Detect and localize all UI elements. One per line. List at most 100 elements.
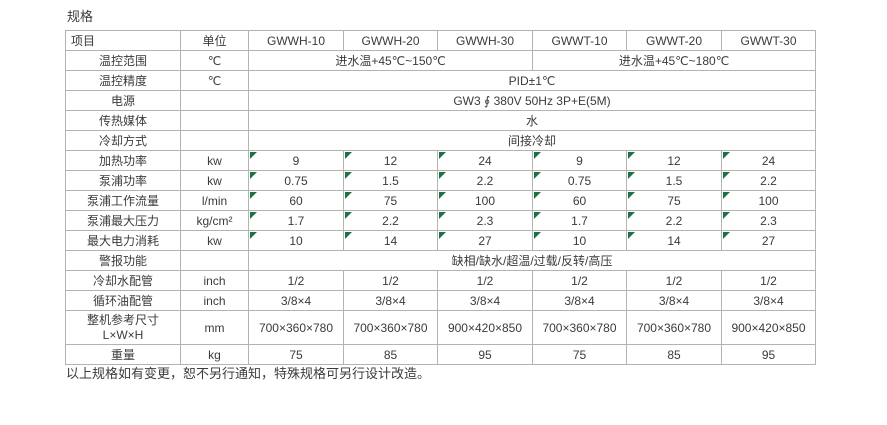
unit-cell [180, 110, 249, 131]
table-row: 循环油配管 inch 3/8×4 3/8×4 3/8×4 3/8×4 3/8×4 3/8×4 [65, 290, 816, 311]
row-label: 加热功率 [65, 150, 181, 171]
value-cell: 24 [721, 150, 816, 171]
value-cell: 95 [721, 344, 816, 365]
table-body: 温控范围 ℃ 进水温+45℃~150℃ 进水温+45℃~180℃ 温控精度 ℃ PID±1℃… [65, 50, 816, 365]
cell-comment-flag-icon [534, 192, 541, 199]
value-cell: 2.2 [343, 210, 438, 231]
value-cell: 1/2 [532, 270, 627, 291]
value-cell: 60 [248, 190, 344, 211]
column-header-model: GWWT-20 [626, 30, 722, 51]
value-cell: 900×420×850 [437, 310, 533, 345]
row-label: 冷却方式 [65, 130, 181, 151]
merged-value-cell: 进水温+45℃~150℃ [248, 50, 533, 71]
value-cell: 95 [437, 344, 533, 365]
row-label: 传热媒体 [65, 110, 181, 131]
value-cell: 1/2 [721, 270, 816, 291]
value-cell: 14 [343, 230, 438, 251]
table-row: 重量 kg 75 85 95 75 85 95 [65, 344, 816, 365]
unit-cell: inch [180, 270, 249, 291]
unit-cell: kw [180, 150, 249, 171]
unit-cell: kw [180, 230, 249, 251]
value-cell: 700×360×780 [532, 310, 627, 345]
header-row: 项目 单位 GWWH-10 GWWH-20 GWWH-30 GWWT-10 GWWT-20 G… [65, 30, 816, 51]
unit-cell [180, 130, 249, 151]
table-row: 温控精度 ℃ PID±1℃ [65, 70, 816, 91]
column-header-model: GWWT-30 [721, 30, 816, 51]
value-cell: 700×360×780 [343, 310, 438, 345]
value-cell: 27 [721, 230, 816, 251]
column-header-model: GWWH-30 [437, 30, 533, 51]
cell-comment-flag-icon [250, 152, 257, 159]
value-cell: 0.75 [532, 170, 627, 191]
unit-cell: kg [180, 344, 249, 365]
value-cell: 85 [626, 344, 722, 365]
cell-comment-flag-icon [345, 232, 352, 239]
unit-cell: mm [180, 310, 249, 345]
value-cell: 75 [248, 344, 344, 365]
value-cell: 1.5 [626, 170, 722, 191]
cell-comment-flag-icon [439, 192, 446, 199]
value-cell: 2.2 [721, 170, 816, 191]
row-label: 循环油配管 [65, 290, 181, 311]
row-label: 冷却水配管 [65, 270, 181, 291]
cell-comment-flag-icon [439, 172, 446, 179]
unit-cell: inch [180, 290, 249, 311]
cell-comment-flag-icon [345, 172, 352, 179]
row-label: 泵浦功率 [65, 170, 181, 191]
value-cell: 9 [532, 150, 627, 171]
merged-value-cell: 进水温+45℃~180℃ [532, 50, 816, 71]
value-cell: 10 [532, 230, 627, 251]
merged-value-cell: 水 [248, 110, 816, 131]
cell-comment-flag-icon [534, 172, 541, 179]
table-row: 整机参考尺寸 L×W×H mm 700×360×780 700×360×780 900×4… [65, 310, 816, 345]
value-cell: 1/2 [437, 270, 533, 291]
cell-comment-flag-icon [250, 212, 257, 219]
row-label: 警报功能 [65, 250, 181, 271]
value-cell: 2.3 [721, 210, 816, 231]
cell-comment-flag-icon [250, 192, 257, 199]
footer-note: 以上规格如有变更，恕不另行通知，特殊规格可另行设计改造。 [66, 366, 431, 381]
cell-comment-flag-icon [439, 232, 446, 239]
unit-cell: l/min [180, 190, 249, 211]
table-row: 电源 GW3 ∮ 380V 50Hz 3P+E(5M) [65, 90, 816, 111]
table-row: 冷却水配管 inch 1/2 1/2 1/2 1/2 1/2 1/2 [65, 270, 816, 291]
merged-value-cell: 间接冷却 [248, 130, 816, 151]
value-cell: 2.2 [626, 210, 722, 231]
table-row: 泵浦工作流量 l/min 60 75 100 60 75 100 [65, 190, 816, 211]
merged-value-cell: PID±1℃ [248, 70, 816, 91]
column-header-model: GWWH-20 [343, 30, 438, 51]
row-label: 重量 [65, 344, 181, 365]
row-label: 温控范围 [65, 50, 181, 71]
value-cell: 12 [343, 150, 438, 171]
row-label: 泵浦工作流量 [65, 190, 181, 211]
table-row: 最大电力消耗 kw 10 14 27 10 14 27 [65, 230, 816, 251]
row-label-line2: L×W×H [102, 327, 144, 342]
table-row: 温控范围 ℃ 进水温+45℃~150℃ 进水温+45℃~180℃ [65, 50, 816, 71]
table-row: 警报功能 缺相/缺水/超温/过载/反转/高压 [65, 250, 816, 271]
cell-comment-flag-icon [628, 152, 635, 159]
column-header-item: 项目 [65, 30, 181, 51]
value-cell: 75 [626, 190, 722, 211]
value-cell: 1.7 [248, 210, 344, 231]
table-row: 冷却方式 间接冷却 [65, 130, 816, 151]
row-label: 温控精度 [65, 70, 181, 91]
table-row: 加热功率 kw 9 12 24 9 12 24 [65, 150, 816, 171]
value-cell: 100 [437, 190, 533, 211]
cell-comment-flag-icon [723, 192, 730, 199]
row-label: 电源 [65, 90, 181, 111]
cell-comment-flag-icon [723, 212, 730, 219]
cell-comment-flag-icon [250, 172, 257, 179]
value-cell: 9 [248, 150, 344, 171]
table-row: 传热媒体 水 [65, 110, 816, 131]
value-cell: 75 [343, 190, 438, 211]
column-header-model: GWWT-10 [532, 30, 627, 51]
value-cell: 75 [532, 344, 627, 365]
value-cell: 0.75 [248, 170, 344, 191]
cell-comment-flag-icon [723, 152, 730, 159]
cell-comment-flag-icon [345, 152, 352, 159]
value-cell: 60 [532, 190, 627, 211]
cell-comment-flag-icon [534, 232, 541, 239]
value-cell: 700×360×780 [248, 310, 344, 345]
table-row: 泵浦功率 kw 0.75 1.5 2.2 0.75 1.5 2.2 [65, 170, 816, 191]
